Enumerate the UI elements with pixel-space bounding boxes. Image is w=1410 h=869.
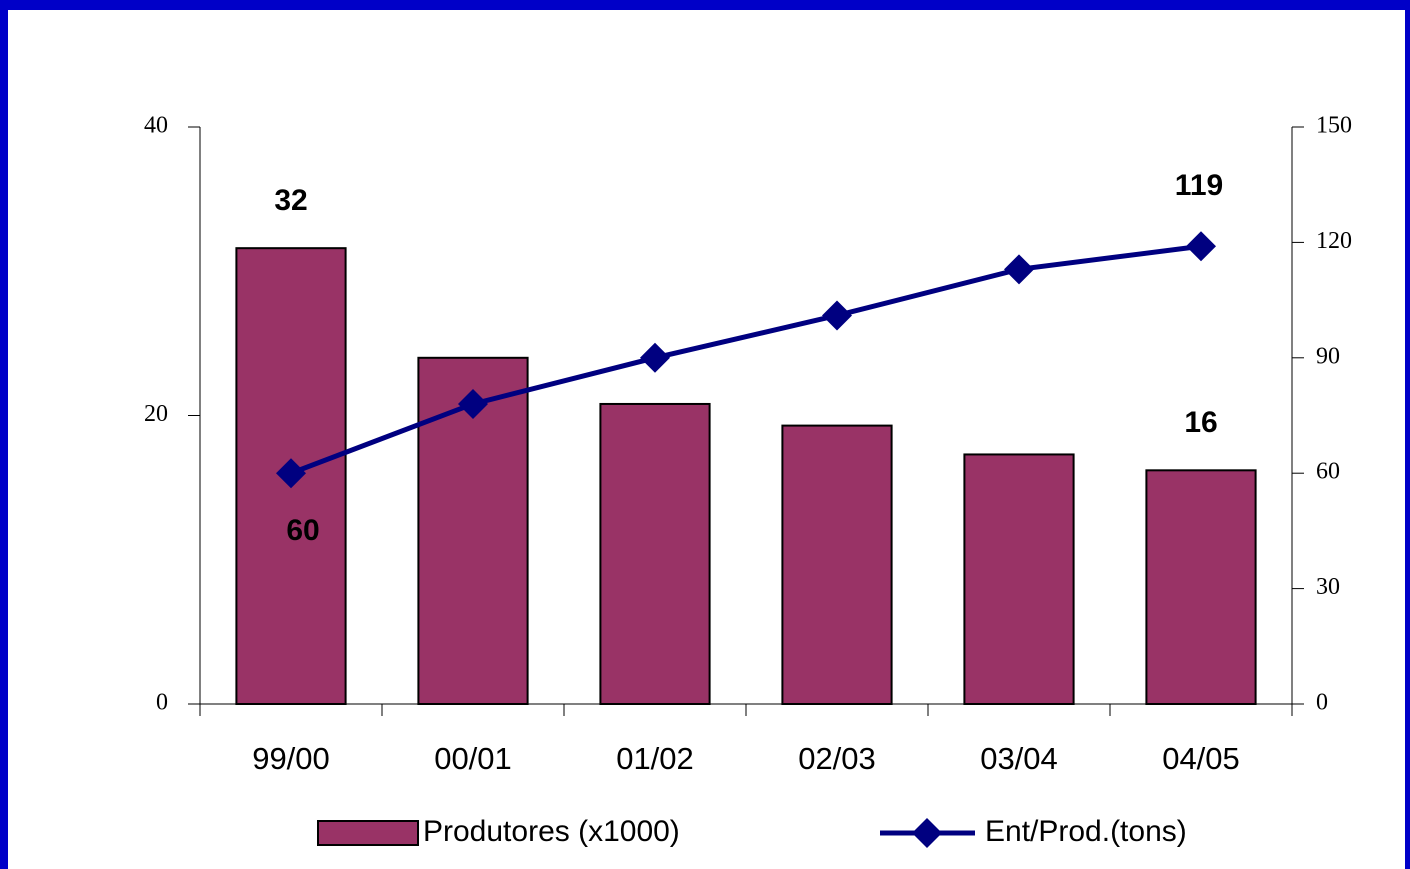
legend-swatch — [317, 820, 419, 846]
line-marker — [640, 342, 670, 373]
y-tick-label: 0 — [156, 690, 168, 716]
line-marker — [1004, 254, 1034, 285]
line-marker — [822, 300, 852, 331]
line-marker — [458, 388, 488, 419]
legend-marker — [912, 818, 942, 848]
legend-label: Ent/Prod.(tons) — [985, 815, 1187, 848]
y2-tick-label: 90 — [1316, 343, 1340, 369]
bar — [781, 424, 893, 705]
y2-tick-label: 120 — [1316, 228, 1352, 254]
data-label: 32 — [274, 184, 307, 217]
y-tick-label: 40 — [144, 113, 168, 139]
x-tick-label: 99/00 — [252, 741, 330, 776]
data-label: 16 — [1184, 406, 1217, 439]
line-marker — [1186, 231, 1216, 262]
y2-tick-label: 30 — [1316, 574, 1340, 600]
line-marker — [276, 458, 306, 489]
data-label: 119 — [1175, 169, 1223, 202]
x-tick-label: 00/01 — [434, 741, 512, 776]
bar — [963, 453, 1075, 706]
x-tick-label: 03/04 — [980, 741, 1058, 776]
x-tick-label: 02/03 — [798, 741, 876, 776]
x-tick-label: 01/02 — [616, 741, 694, 776]
bar — [1145, 469, 1257, 705]
bar — [599, 402, 711, 705]
line — [290, 243, 1202, 476]
y2-tick-label: 150 — [1316, 113, 1352, 139]
y2-tick-label: 0 — [1316, 690, 1328, 716]
legend-label: Produtores (x1000) — [423, 815, 680, 848]
y2-tick-label: 60 — [1316, 459, 1340, 485]
x-tick-label: 04/05 — [1162, 741, 1240, 776]
data-label: 60 — [286, 514, 319, 547]
y-tick-label: 20 — [144, 401, 168, 427]
